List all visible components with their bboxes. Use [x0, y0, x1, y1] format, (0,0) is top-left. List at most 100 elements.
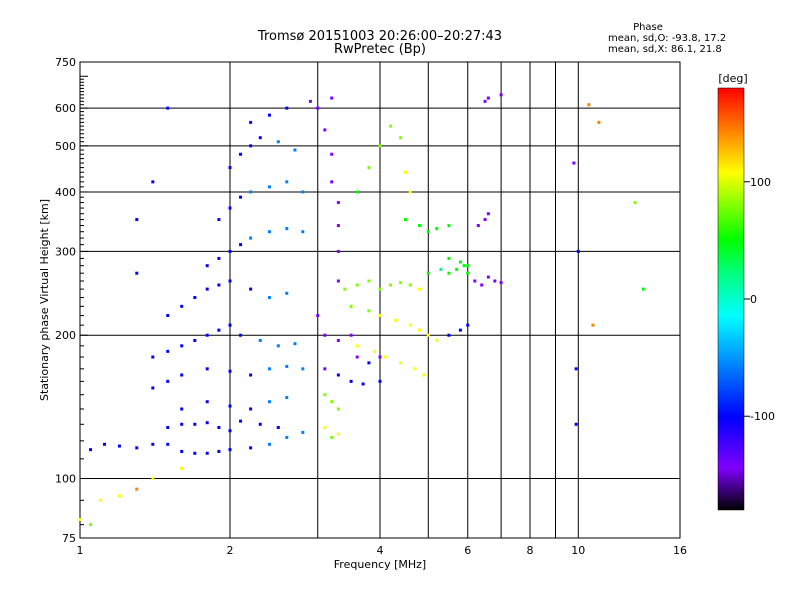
data-point [285, 364, 289, 368]
data-point [293, 342, 297, 346]
data-point [249, 236, 253, 240]
data-point [587, 103, 591, 107]
data-point [205, 333, 209, 337]
y-tick-label: 300 [55, 245, 76, 258]
data-point [193, 422, 197, 426]
data-point [205, 400, 209, 404]
data-point [597, 120, 601, 124]
data-point [633, 201, 637, 205]
data-point [336, 407, 340, 411]
data-point [228, 206, 232, 210]
data-point [276, 140, 280, 144]
data-point [180, 344, 184, 348]
data-point [367, 309, 371, 313]
colorbar-tick-label: -100 [750, 410, 775, 423]
data-point [466, 323, 470, 327]
colorbar [717, 87, 745, 511]
data-point [103, 442, 107, 446]
data-point [336, 338, 340, 342]
data-point [399, 281, 403, 285]
data-point [228, 429, 232, 433]
data-point [301, 190, 305, 194]
data-point [180, 407, 184, 411]
x-tick-label: 16 [673, 544, 687, 557]
data-point [285, 227, 289, 231]
data-point [447, 256, 451, 260]
data-point [258, 338, 262, 342]
data-point [355, 344, 359, 348]
data-point [574, 422, 578, 426]
data-point [458, 260, 462, 264]
data-point [267, 296, 271, 300]
data-point [239, 243, 243, 247]
data-point [228, 448, 232, 452]
data-point [355, 190, 359, 194]
data-point [349, 333, 353, 337]
data-point [239, 195, 243, 199]
data-point [435, 227, 439, 231]
data-point [249, 287, 253, 291]
colorbar-tick-label: 100 [750, 176, 771, 189]
data-point [166, 314, 170, 318]
data-point [417, 328, 421, 332]
data-point [367, 361, 371, 365]
data-point [591, 323, 595, 327]
data-point [473, 279, 477, 283]
data-point [403, 170, 407, 174]
data-point [217, 256, 221, 260]
data-point [267, 442, 271, 446]
data-point [193, 296, 197, 300]
y-tick-label: 200 [55, 329, 76, 342]
data-point [399, 361, 403, 365]
data-point [180, 466, 184, 470]
data-point [323, 367, 327, 371]
data-point [355, 283, 359, 287]
data-point [151, 477, 155, 481]
data-point [576, 249, 580, 253]
data-point [285, 435, 289, 439]
data-point [249, 373, 253, 377]
data-point [285, 180, 289, 184]
y-tick-label: 750 [55, 56, 76, 69]
data-point [316, 106, 320, 110]
data-point [239, 333, 243, 337]
data-point [205, 367, 209, 371]
data-point [135, 218, 139, 222]
data-point [228, 323, 232, 327]
data-point [480, 283, 484, 287]
colorbar-ticks: 100 0 -100 [744, 176, 775, 423]
data-point [267, 230, 271, 234]
y-tick-label: 100 [55, 473, 76, 486]
data-point [486, 96, 490, 100]
data-point [151, 386, 155, 390]
colorbar-tick-label: 0 [750, 293, 757, 306]
data-point [258, 136, 262, 140]
phase-box-title: Phase [633, 22, 663, 33]
data-point [166, 379, 170, 383]
data-point [117, 494, 121, 498]
data-point [166, 442, 170, 446]
data-point [180, 449, 184, 453]
data-point [486, 212, 490, 216]
data-point [308, 99, 312, 103]
data-point [483, 218, 487, 222]
data-point [78, 518, 82, 522]
chart-subtitle: RwPretec (Bp) [334, 42, 426, 57]
data-point [267, 367, 271, 371]
data-point [151, 180, 155, 184]
data-point [301, 367, 305, 371]
data-point [574, 367, 578, 371]
data-point [193, 338, 197, 342]
data-point [135, 487, 139, 491]
data-point [217, 283, 221, 287]
data-point [336, 432, 340, 436]
y-tick-label: 400 [55, 186, 76, 199]
data-point [285, 106, 289, 110]
data-point [267, 400, 271, 404]
data-point [361, 382, 365, 386]
data-point [249, 190, 253, 194]
data-point [117, 444, 121, 448]
data-point [135, 271, 139, 275]
data-point [330, 96, 334, 100]
data-point [408, 190, 412, 194]
